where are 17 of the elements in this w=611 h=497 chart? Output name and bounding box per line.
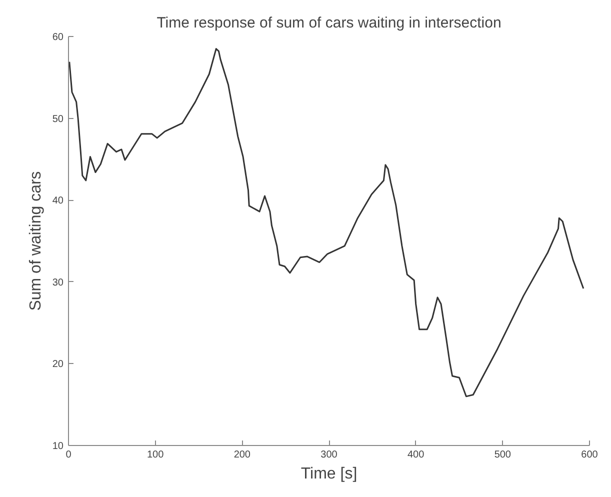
x-axis-title: Time [s] [300, 466, 358, 482]
x-tick-label: 100 [146, 450, 164, 460]
chart-title: Time response of sum of cars waiting in intersection [156, 14, 502, 32]
y-tick-label: 60 [52, 32, 64, 43]
x-tick-label: 400 [407, 450, 425, 460]
y-tick-label: 10 [52, 441, 64, 452]
y-axis-title: Sum of waiting cars [27, 171, 44, 311]
x-tick-label: 600 [581, 450, 598, 460]
y-tick-label: 20 [52, 359, 64, 370]
line-series [68, 48, 584, 398]
x-tick-label: 200 [234, 450, 251, 460]
x-tick-label: 300 [320, 450, 338, 460]
y-tick-label: 40 [52, 196, 64, 207]
x-tick-label: 0 [66, 450, 72, 460]
x-tick-label: 500 [494, 450, 512, 460]
y-tick-label: 30 [52, 277, 64, 288]
y-tick-label: 50 [52, 114, 64, 125]
